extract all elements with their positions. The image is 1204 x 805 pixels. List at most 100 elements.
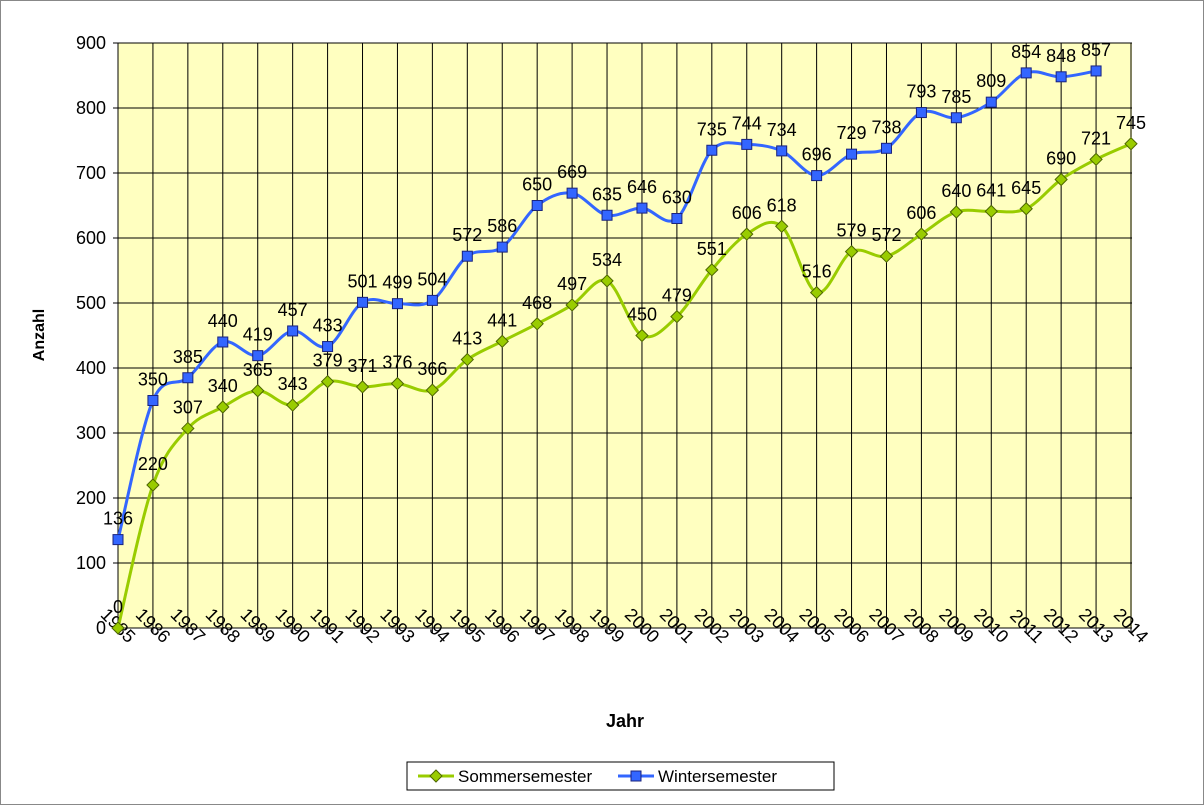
data-label: 501 [347, 271, 377, 291]
data-label: 735 [697, 119, 727, 139]
data-label: 433 [313, 316, 343, 336]
point [636, 202, 648, 214]
legend-marker [429, 769, 443, 783]
data-label: 745 [1116, 113, 1146, 133]
point [741, 138, 753, 150]
data-label: 220 [138, 454, 168, 474]
data-label: 441 [487, 310, 517, 330]
point [355, 380, 370, 394]
data-label: 350 [138, 370, 168, 390]
point [1020, 67, 1032, 79]
data-label: 641 [976, 180, 1006, 200]
data-label: 645 [1011, 178, 1041, 198]
point [391, 298, 403, 310]
point [914, 227, 929, 241]
y-tick-label: 0 [96, 618, 106, 638]
point [1054, 172, 1068, 187]
y-tick-label: 600 [76, 228, 106, 248]
data-label: 379 [313, 351, 343, 371]
y-tick-label: 900 [76, 33, 106, 53]
data-label: 854 [1011, 42, 1041, 62]
data-label: 744 [732, 113, 762, 133]
data-label: 606 [906, 203, 936, 223]
point [950, 112, 962, 124]
data-label: 413 [452, 329, 482, 349]
point [112, 534, 124, 546]
data-label: 572 [871, 225, 901, 245]
data-label: 721 [1081, 128, 1111, 148]
point [285, 398, 300, 412]
y-tick-label: 200 [76, 488, 106, 508]
point [984, 204, 998, 219]
plot-area [118, 43, 1132, 628]
data-label: 551 [697, 239, 727, 259]
y-tick-label: 700 [76, 163, 106, 183]
data-label: 793 [906, 82, 936, 102]
point [461, 250, 473, 262]
data-label: 365 [243, 360, 273, 380]
data-label: 690 [1046, 149, 1076, 169]
point [671, 213, 683, 224]
point [879, 249, 894, 263]
point [287, 325, 299, 337]
data-label: 534 [592, 250, 622, 270]
point [774, 219, 789, 234]
point [844, 244, 859, 259]
data-label: 696 [802, 145, 832, 165]
data-label: 516 [802, 262, 832, 282]
data-label: 136 [103, 509, 133, 529]
data-label: 468 [522, 293, 552, 313]
point [390, 376, 405, 391]
legend-label: Sommersemester [458, 767, 592, 786]
point [565, 298, 579, 312]
point [147, 395, 159, 406]
point [322, 341, 334, 353]
point [985, 96, 997, 108]
point [1055, 71, 1067, 83]
point [1090, 65, 1102, 77]
point [670, 309, 684, 324]
point [216, 400, 230, 414]
data-label: 640 [941, 181, 971, 201]
data-label: 419 [243, 325, 273, 345]
data-label: 734 [767, 120, 797, 140]
legend-label: Wintersemester [658, 767, 777, 786]
data-label: 650 [522, 175, 552, 195]
point [1089, 152, 1103, 167]
legend-marker [630, 770, 642, 782]
data-label: 376 [382, 353, 412, 373]
point [1124, 137, 1138, 151]
point [915, 107, 927, 119]
data-label: 635 [592, 184, 622, 204]
point [601, 209, 613, 221]
data-label: 579 [837, 221, 867, 241]
data-label: 586 [487, 216, 517, 236]
point [811, 170, 823, 182]
data-label: 0 [113, 597, 123, 617]
data-label: 606 [732, 203, 762, 223]
y-tick-label: 100 [76, 553, 106, 573]
data-label: 729 [837, 123, 867, 143]
point [635, 328, 649, 343]
data-label: 457 [278, 300, 308, 320]
data-label: 440 [208, 311, 238, 331]
point [1019, 202, 1033, 216]
point [217, 336, 229, 348]
data-label: 340 [208, 376, 238, 396]
point [566, 187, 578, 199]
point [357, 296, 369, 308]
data-label: 646 [627, 177, 657, 197]
data-label: 499 [382, 273, 412, 293]
x-axis-title: Jahr [606, 711, 644, 731]
y-tick-label: 400 [76, 358, 106, 378]
point [809, 285, 824, 300]
point [949, 205, 964, 219]
data-label: 479 [662, 286, 692, 306]
data-label: 343 [278, 374, 308, 394]
point [600, 274, 614, 288]
point [776, 145, 788, 157]
y-tick-label: 500 [76, 293, 106, 313]
point [705, 263, 719, 277]
point [460, 352, 475, 367]
